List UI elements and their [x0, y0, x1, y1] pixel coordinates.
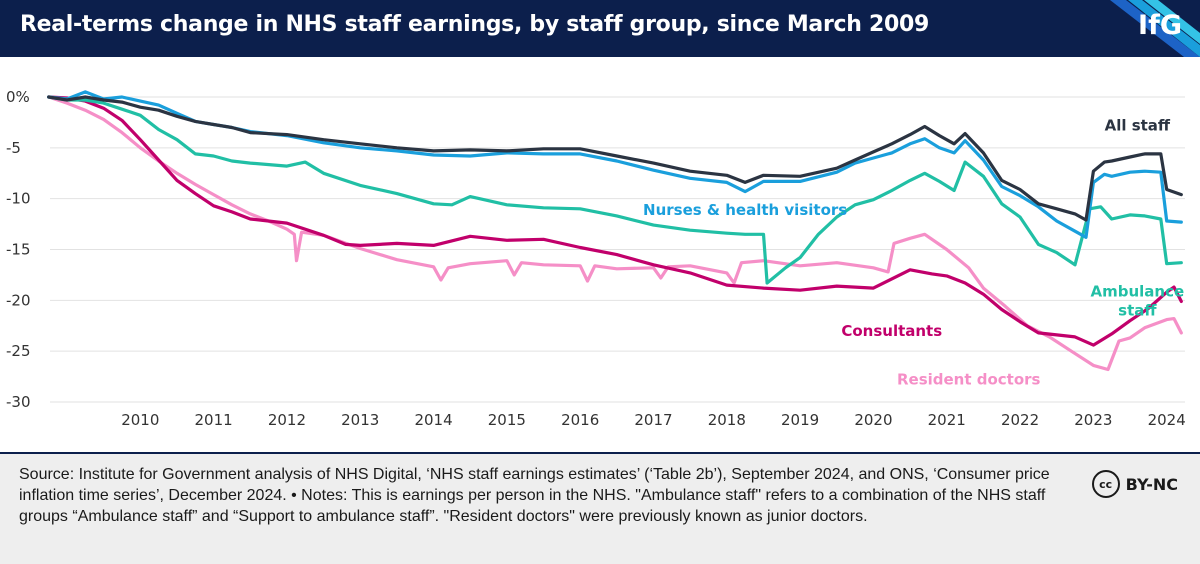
series-label-line: Ambulance [1091, 282, 1185, 300]
license-badge: cc BY-NC [1091, 470, 1178, 498]
y-tick-label: -10 [6, 190, 31, 208]
x-tick-label: 2013 [341, 411, 379, 429]
chart-title: Real-terms change in NHS staff earnings,… [20, 12, 930, 37]
x-tick-label: 2022 [1001, 411, 1039, 429]
x-tick-label: 2016 [561, 411, 599, 429]
gridlines [50, 96, 1185, 403]
creative-commons-icon: cc [1091, 470, 1120, 498]
series-label-ambulance-staff: Ambulance staff [1091, 282, 1185, 319]
y-tick-label: -30 [6, 393, 31, 411]
series-label-consultants: Consultants [841, 322, 942, 340]
x-tick-label: 2018 [708, 411, 746, 429]
x-tick-label: 2012 [268, 411, 306, 429]
x-tick-label: 2023 [1074, 411, 1112, 429]
series-label-resident-doctors: Resident doctors [897, 371, 1041, 389]
source-footer: Source: Institute for Government analysi… [0, 452, 1200, 564]
x-tick-label: 2021 [928, 411, 966, 429]
x-tick-label: 2015 [488, 411, 526, 429]
license-text: BY-NC [1125, 474, 1178, 494]
x-tick-label: 2017 [634, 411, 672, 429]
series-line-all-staff [47, 95, 1183, 222]
ifg-logo: IfG [1138, 10, 1182, 41]
series-label-nurses-health-visitors: Nurses & health visitors [643, 201, 847, 219]
y-tick-label: 0% [6, 88, 30, 106]
x-tick-label: 2011 [195, 411, 233, 429]
series-label-line: staff [1118, 301, 1157, 319]
x-tick-label: 2019 [781, 411, 819, 429]
x-tick-label: 2020 [854, 411, 892, 429]
y-tick-label: -5 [6, 139, 21, 157]
series-line-resident-doctors [47, 95, 1183, 372]
series-label-all-staff: All staff [1105, 117, 1171, 135]
series-line-consultants [47, 95, 1183, 347]
line-chart: 0% -5 -10 -15 -20 -25 -30 2010 2011 2012 2013 2014 2… [6, 88, 1186, 429]
x-tick-label: 2014 [414, 411, 452, 429]
series-lines [47, 90, 1183, 372]
y-tick-label: -25 [6, 342, 31, 360]
ifg-logo-stripes-icon [1110, 0, 1200, 57]
x-tick-label: 2010 [121, 411, 159, 429]
title-bar: Real-terms change in NHS staff earnings,… [0, 0, 1200, 57]
y-tick-label: -20 [6, 291, 31, 309]
y-tick-label: -15 [6, 241, 31, 259]
source-notes: Source: Institute for Government analysi… [19, 466, 1050, 525]
series-labels: Resident doctors Consultants Ambulance staf… [643, 117, 1184, 389]
axis-labels: 0% -5 -10 -15 -20 -25 -30 2010 2011 2012 2013 2014 2… [6, 88, 1186, 429]
x-tick-label: 2024 [1148, 411, 1186, 429]
series-line-ambulance-staff [47, 95, 1183, 285]
